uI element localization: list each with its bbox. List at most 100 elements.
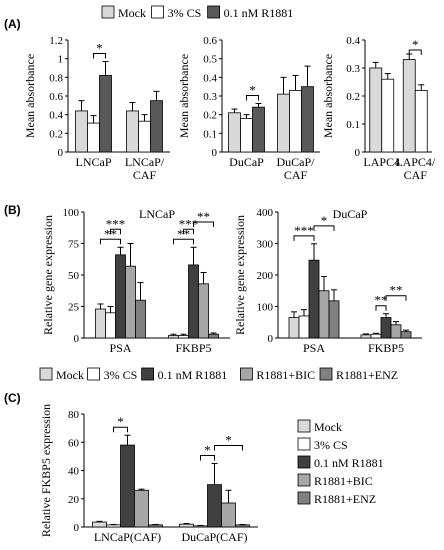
chart-a3: 0 0.1 0.2 0.3 0.4 Mean absorbance LAPC4LAPC4/C… [321,35,436,182]
bar-3-cs [138,120,151,153]
legend-panel-c: Mock 3% CS 0.1 nM R1881 R1881+BIC R1881+ENZ [297,419,384,506]
bar-r1881-enz [208,333,219,339]
panel-label-a: (A) [4,17,21,31]
y-tick-label: 0.2 [203,110,217,122]
bar-3-cs [178,335,189,339]
bar-0-1-nm-r1881 [301,86,314,153]
legend-label: 3% CS [168,6,202,20]
significance-bracket [200,454,215,461]
chart-a2: 0 0.1 0.2 0.3 0.4 0.5 0.6 Mean absorbance DuCaP D… [177,35,320,182]
legend-swatch [207,5,221,19]
bar-mock [288,317,300,339]
legend-label: 0.1 nM R1881 [158,368,228,382]
charts-group: 0 0.2 0.4 0.6 0.8 1 1.2 Mean absorbance LNCaP LNC… [23,35,436,544]
significance-label: * [225,432,232,447]
significance-bracket [214,444,243,451]
legend-swatch [297,455,311,469]
y-tick-label: 0.6 [49,91,63,103]
bar-0-1-nm-r1881 [380,317,392,339]
y-axis-label: Mean absorbance [177,54,191,138]
chart-b1: 0 25 50 75 100 Relative gene expression LNCaP P… [41,207,230,355]
y-tick-label: 0.2 [49,128,63,140]
significance-label: * [321,213,328,228]
significance-bracket [173,238,194,245]
y-tick-label: 0.3 [346,63,360,75]
y-tick-label: 1.2 [49,35,63,47]
legend-label: R1881+BIC [256,368,315,382]
bar-3-cs [105,312,116,339]
legend-swatch [141,367,155,381]
y-tick-label: 0.3 [203,91,217,103]
y-tick-label: 20 [68,494,80,506]
legend-swatch [39,367,53,381]
y-tick-label: 25 [68,302,80,314]
category-label: LNCaP(CAF) [94,530,161,544]
bar-mock [369,67,383,153]
y-tick-label: 0.5 [203,54,217,66]
significance-bracket [93,52,106,59]
y-tick-label: 0.2 [346,91,360,103]
y-tick-label: 200 [257,270,274,282]
bar-mock [168,335,179,339]
bar-mock [402,59,416,153]
significance-bracket [313,225,335,231]
bar-0-1-nm-r1881 [308,259,320,339]
significance-label: * [412,37,419,52]
bar-r1881-bic [318,290,330,339]
significance-bracket [408,49,422,55]
legend-swatch [297,473,311,487]
legend-label: 3% CS [104,368,138,382]
category-label: LAPC4 [363,155,400,169]
y-axis-label: Relative gene expression [41,215,55,335]
y-axis-label: Mean absorbance [23,54,37,138]
significance-bracket [193,221,214,227]
bar-r1881-enz [400,331,412,339]
chart-title: DuCaP [333,207,368,221]
category-label: PSA [303,341,325,355]
legend-label: 0.1 nM R1881 [224,6,294,20]
bar-3-cs [414,90,428,153]
y-tick-label: 50 [68,270,80,282]
bar-mock [75,110,88,153]
significance-label: * [96,40,103,55]
legend-label: R1881+ENZ [336,368,398,382]
significance-bracket [113,426,128,433]
legend-swatch [297,437,311,451]
legend-label: R1881+BIC [314,474,373,488]
legend-swatch [319,367,333,381]
chart-title: LNCaP [139,207,175,221]
bar-mock [228,112,241,153]
category-label: DuCaP/ [276,155,315,169]
y-axis-label: Relative gene expression [233,215,247,335]
bar-0-1-nm-r1881 [150,100,163,153]
significance-label: *** [294,223,314,238]
y-tick-label: 0 [74,522,80,534]
category-label: CAF [404,168,428,182]
category-label: FKBP5 [368,341,404,355]
legend-swatch [151,5,165,19]
legend-panel-a: Mock 3% CS 0.1 nM R1881 [101,5,294,20]
y-tick-label: 0 [58,147,64,159]
bar-3-cs [289,90,302,153]
y-tick-label: 0 [212,147,218,159]
y-tick-label: 0.6 [203,35,217,47]
y-axis-label: Mean absorbance [321,54,335,138]
y-tick-label: 0.4 [346,35,360,47]
legend-swatch [87,367,100,381]
bar-0-1-nm-r1881 [188,264,199,339]
category-label: LNCaP [76,155,112,169]
y-tick-label: 100 [63,207,80,219]
significance-label: * [117,414,124,429]
y-tick-label: 0 [74,333,80,345]
significance-bracket [110,228,121,235]
y-tick-label: 0.1 [346,119,360,131]
bar-0-1-nm-r1881 [120,444,135,528]
category-label: LNCaP/ [125,155,165,169]
bar-mock [95,308,106,339]
category-label: CAF [133,168,157,182]
category-label: DuCaP [229,155,264,169]
significance-bracket [100,238,121,245]
bar-3-cs [193,525,208,528]
bar-mock [126,110,139,153]
legend-label: Mock [118,6,146,20]
